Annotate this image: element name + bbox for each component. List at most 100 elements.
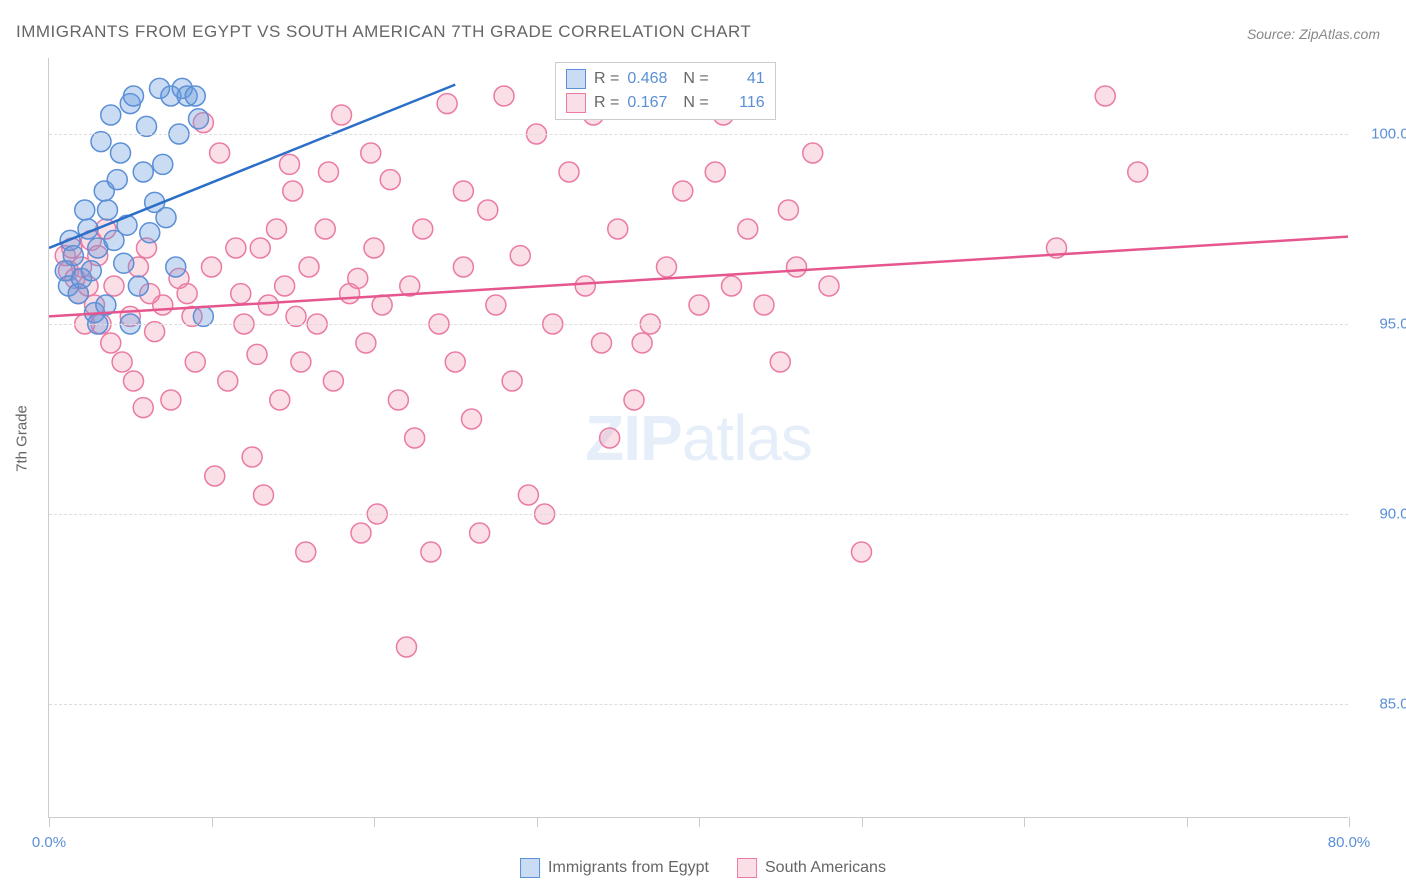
data-point-sa: [1095, 86, 1115, 106]
x-tick: [374, 817, 375, 827]
data-point-sa: [380, 170, 400, 190]
source-attribution: Source: ZipAtlas.com: [1247, 26, 1380, 42]
data-point-sa: [421, 542, 441, 562]
n-value-egypt: 41: [717, 70, 765, 88]
data-point-sa: [632, 333, 652, 353]
data-point-egypt: [63, 246, 83, 266]
y-axis-title: 7th Grade: [14, 405, 31, 472]
x-tick-label: 0.0%: [32, 834, 66, 851]
legend-label-sa: South Americans: [765, 859, 886, 877]
data-point-sa: [250, 238, 270, 258]
data-point-sa: [388, 390, 408, 410]
data-point-sa: [494, 86, 514, 106]
data-point-sa: [247, 344, 267, 364]
data-point-sa: [518, 485, 538, 505]
data-point-sa: [104, 276, 124, 296]
legend-correlation: R = 0.468 N = 41 R = 0.167 N = 116: [555, 62, 776, 120]
data-point-egypt: [124, 86, 144, 106]
n-label: N =: [683, 70, 708, 88]
x-tick-label: 80.0%: [1328, 834, 1371, 851]
data-point-sa: [673, 181, 693, 201]
data-point-sa: [218, 371, 238, 391]
data-point-sa: [778, 200, 798, 220]
swatch-sa: [566, 93, 586, 113]
data-point-sa: [323, 371, 343, 391]
data-point-sa: [372, 295, 392, 315]
data-point-sa: [291, 352, 311, 372]
data-point-sa: [453, 257, 473, 277]
data-point-sa: [600, 428, 620, 448]
data-point-sa: [361, 143, 381, 163]
chart-title: IMMIGRANTS FROM EGYPT VS SOUTH AMERICAN …: [16, 22, 751, 42]
r-label: R =: [594, 70, 619, 88]
swatch-sa: [737, 858, 757, 878]
gridline-h: [49, 324, 1348, 325]
y-tick-label: 90.0%: [1358, 506, 1406, 523]
r-value-sa: 0.167: [627, 94, 675, 112]
data-point-sa: [397, 637, 417, 657]
data-point-egypt: [133, 162, 153, 182]
data-point-sa: [226, 238, 246, 258]
data-point-sa: [510, 246, 530, 266]
data-point-sa: [754, 295, 774, 315]
gridline-h: [49, 704, 1348, 705]
data-point-sa: [185, 352, 205, 372]
data-point-egypt: [98, 200, 118, 220]
r-value-egypt: 0.468: [627, 70, 675, 88]
x-tick: [1024, 817, 1025, 827]
data-point-sa: [210, 143, 230, 163]
data-point-sa: [348, 268, 368, 288]
data-point-sa: [205, 466, 225, 486]
data-point-egypt: [114, 253, 134, 273]
data-point-sa: [1128, 162, 1148, 182]
legend-series: Immigrants from Egypt South Americans: [520, 858, 886, 878]
swatch-egypt: [566, 69, 586, 89]
data-point-sa: [270, 390, 290, 410]
n-label: N =: [683, 94, 708, 112]
data-point-sa: [133, 398, 153, 418]
y-tick-label: 85.0%: [1358, 696, 1406, 713]
data-point-sa: [315, 219, 335, 239]
data-point-egypt: [185, 86, 205, 106]
data-point-egypt: [156, 208, 176, 228]
data-point-egypt: [101, 105, 121, 125]
data-point-sa: [445, 352, 465, 372]
data-point-sa: [413, 219, 433, 239]
data-point-sa: [296, 542, 316, 562]
data-point-sa: [319, 162, 339, 182]
data-point-sa: [161, 390, 181, 410]
data-point-sa: [575, 276, 595, 296]
data-point-sa: [608, 219, 628, 239]
x-tick: [1349, 817, 1350, 827]
x-tick: [212, 817, 213, 827]
data-point-sa: [657, 257, 677, 277]
y-tick-label: 100.0%: [1358, 126, 1406, 143]
data-point-sa: [299, 257, 319, 277]
legend-item-sa: South Americans: [737, 858, 886, 878]
x-tick: [699, 817, 700, 827]
data-point-egypt: [128, 276, 148, 296]
data-point-sa: [453, 181, 473, 201]
data-point-sa: [177, 284, 197, 304]
data-point-sa: [280, 154, 300, 174]
data-point-sa: [722, 276, 742, 296]
data-point-sa: [803, 143, 823, 163]
data-point-egypt: [140, 223, 160, 243]
data-point-egypt: [75, 200, 95, 220]
data-point-sa: [852, 542, 872, 562]
data-point-sa: [437, 94, 457, 114]
gridline-h: [49, 514, 1348, 515]
swatch-egypt: [520, 858, 540, 878]
r-label: R =: [594, 94, 619, 112]
data-point-sa: [478, 200, 498, 220]
legend-row-egypt: R = 0.468 N = 41: [566, 67, 765, 91]
data-point-sa: [405, 428, 425, 448]
data-point-sa: [705, 162, 725, 182]
data-point-sa: [283, 181, 303, 201]
data-point-sa: [112, 352, 132, 372]
data-point-egypt: [111, 143, 131, 163]
data-point-sa: [202, 257, 222, 277]
plot-area: ZIPatlas 85.0%90.0%95.0%100.0%0.0%80.0%: [48, 58, 1348, 818]
data-point-sa: [101, 333, 121, 353]
x-tick: [49, 817, 50, 827]
